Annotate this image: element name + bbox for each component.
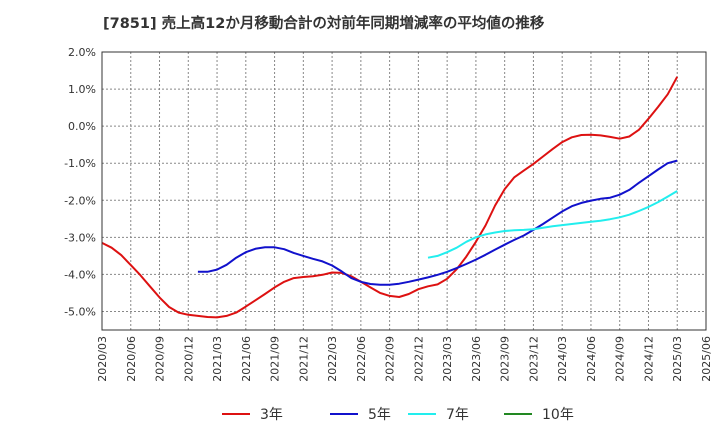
x-tick-label: 2024/03 xyxy=(556,336,569,382)
x-tick-label: 2022/09 xyxy=(384,336,397,382)
legend-label-3: 10年 xyxy=(542,407,574,423)
series-layer xyxy=(101,76,679,319)
x-tick-label: 2022/12 xyxy=(412,336,425,382)
y-tick-label: 1.0% xyxy=(68,83,96,96)
y-tick-label: -3.0% xyxy=(64,231,96,244)
x-axis-ticks: 2020/03 2020/06 2020/09 2020/12 2021/03 2021/… xyxy=(96,336,713,382)
y-axis-ticks: 2.0% 1.0% 0.0% -1.0% -2.0% -3.0% -4.0% -5.0% xyxy=(64,46,96,318)
x-tick-label: 2022/03 xyxy=(326,336,339,382)
legend-label-2: 7年 xyxy=(446,407,469,423)
plot-area-background xyxy=(102,52,706,330)
series-line-1 xyxy=(197,159,678,286)
chart-title: [7851] 売上高12か月移動合計の対前年同期増減率の平均値の推移 xyxy=(103,16,545,32)
x-tick-label: 2021/03 xyxy=(211,336,224,382)
y-tick-label: -4.0% xyxy=(64,268,96,281)
x-tick-label: 2020/03 xyxy=(96,336,109,382)
x-tick-label: 2025/06 xyxy=(700,336,713,382)
x-tick-label: 2020/12 xyxy=(182,336,195,382)
x-tick-label: 2020/06 xyxy=(125,336,138,382)
plot-frame xyxy=(101,51,707,331)
x-tick-label: 2025/03 xyxy=(671,336,684,382)
y-tick-label: -5.0% xyxy=(64,305,96,318)
x-tick-label: 2023/09 xyxy=(499,336,512,382)
series-line-0 xyxy=(101,76,679,319)
legend-label-0: 3年 xyxy=(260,407,283,423)
x-tick-label: 2021/09 xyxy=(269,336,282,382)
x-tick-label: 2024/06 xyxy=(585,336,598,382)
y-tick-label: 0.0% xyxy=(68,120,96,133)
x-tick-label: 2021/06 xyxy=(240,336,253,382)
series-line-2 xyxy=(427,190,678,259)
x-tick-label: 2024/12 xyxy=(642,336,655,382)
y-tick-label: 2.0% xyxy=(68,46,96,59)
x-tick-label: 2020/09 xyxy=(154,336,167,382)
y-tick-label: -1.0% xyxy=(64,157,96,170)
x-tick-label: 2023/03 xyxy=(441,336,454,382)
x-tick-label: 2021/12 xyxy=(297,336,310,382)
x-tick-label: 2023/06 xyxy=(470,336,483,382)
x-tick-label: 2022/06 xyxy=(355,336,368,382)
x-tick-label: 2023/12 xyxy=(527,336,540,382)
legend-label-1: 5年 xyxy=(368,407,391,423)
x-tick-label: 2024/09 xyxy=(614,336,627,382)
legend: 3年 5年 7年 10年 xyxy=(222,407,574,423)
y-tick-label: -2.0% xyxy=(64,194,96,207)
